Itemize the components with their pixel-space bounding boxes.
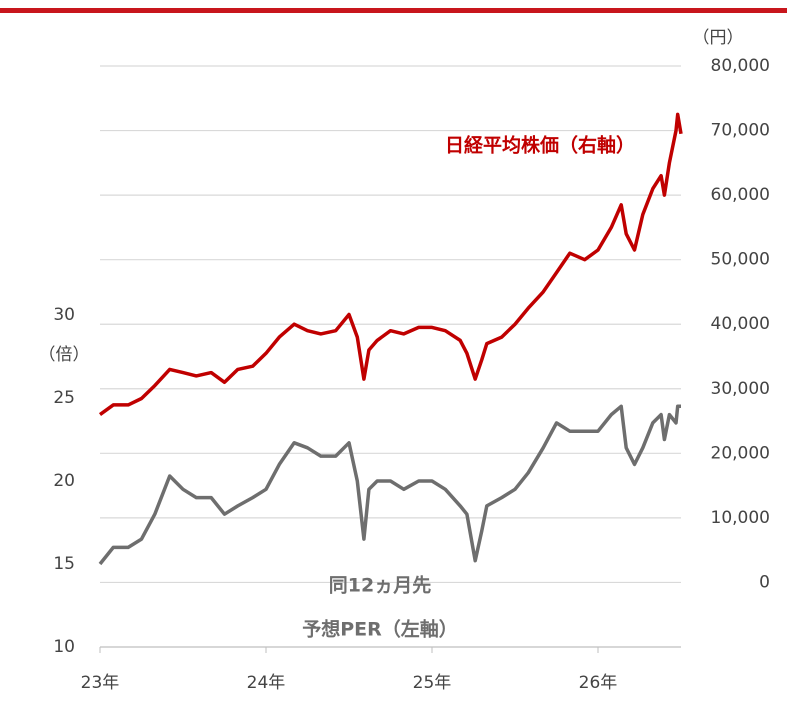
x-tick-label: 26年 xyxy=(579,673,618,693)
y-tick-label: 30 xyxy=(53,305,75,325)
y2-tick-label: 0 xyxy=(759,572,770,592)
y2-tick-label: 40,000 xyxy=(711,314,770,334)
series-line xyxy=(98,404,681,566)
annotation: 予想PER（左軸） xyxy=(302,618,458,641)
y2-tick-label: 30,000 xyxy=(711,379,770,399)
y-tick-label: 10 xyxy=(53,637,75,657)
annotation: 同12ヵ月先 xyxy=(329,574,431,597)
y-tick-label: 25 xyxy=(53,388,75,408)
x-tick-label: 23年 xyxy=(81,673,120,693)
y-tick-label: 15 xyxy=(53,554,75,574)
y2-tick-label: 70,000 xyxy=(711,121,770,141)
x-tick-label: 25年 xyxy=(413,673,452,693)
y-tick-label: 20 xyxy=(53,471,75,491)
x-tick-label: 24年 xyxy=(247,673,286,693)
y-unit: （倍） xyxy=(39,345,90,365)
y2-tick-label: 80,000 xyxy=(711,56,770,76)
y2-tick-label: 60,000 xyxy=(711,185,770,205)
y2-unit: （円） xyxy=(693,28,744,48)
y2-tick-label: 10,000 xyxy=(711,508,770,528)
top-bar xyxy=(0,8,787,13)
y2-tick-label: 20,000 xyxy=(711,443,770,463)
y2-tick-label: 50,000 xyxy=(711,250,770,270)
series-line xyxy=(98,112,683,417)
annotation: 日経平均株価（右軸） xyxy=(445,134,635,157)
